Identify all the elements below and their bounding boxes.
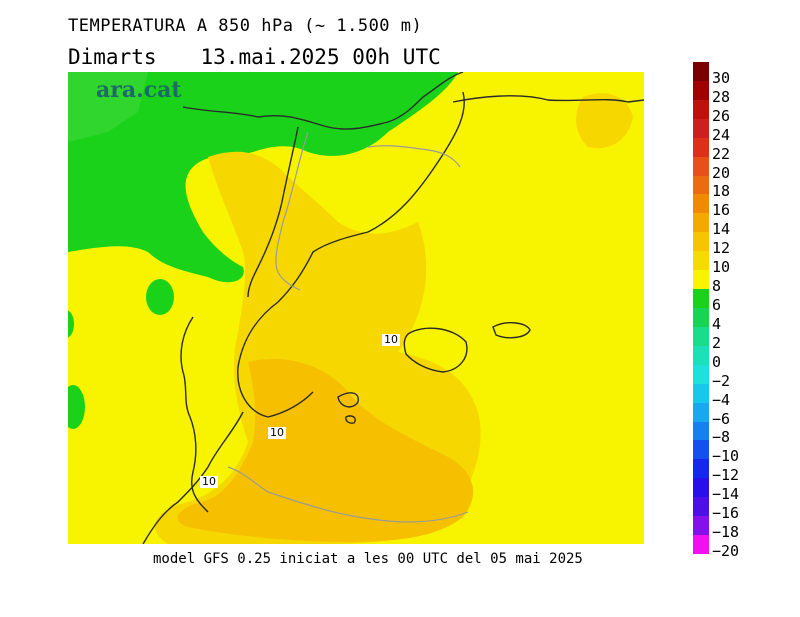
colorbar-segment	[693, 459, 709, 479]
colorbar-segment	[693, 308, 709, 328]
contour-label: 10	[268, 426, 286, 439]
chart-subtitle: Dimarts 13.mai.2025 00h UTC	[68, 45, 441, 69]
colorbar-segment	[693, 251, 709, 271]
cold-patch	[68, 385, 85, 429]
colorbar-segment	[693, 535, 709, 555]
colorbar-segment	[693, 440, 709, 460]
colorbar-label: 8	[712, 277, 722, 296]
colorbar-segment	[693, 80, 709, 101]
coastline	[452, 95, 644, 103]
colorbar-segment	[693, 213, 709, 233]
datetime-label: 13.mai.2025 00h UTC	[200, 45, 441, 69]
colorbar-label: 26	[712, 106, 731, 125]
contour-label: 10	[382, 333, 400, 346]
colorbar-segment	[693, 137, 709, 158]
colorbar-label: −4	[712, 390, 731, 409]
chart-title: TEMPERATURA A 850 hPa (~ 1.500 m)	[68, 16, 423, 36]
colorbar-label: −8	[712, 428, 731, 447]
colorbar-label: 14	[712, 220, 731, 239]
model-caption: model GFS 0.25 iniciat a les 00 UTC del …	[153, 551, 583, 567]
border	[275, 131, 309, 291]
colorbar-label: 6	[712, 296, 722, 314]
coastline	[182, 72, 464, 130]
colorbar-label: 22	[712, 144, 731, 163]
temperature-map	[68, 72, 644, 544]
colorbar-label: 12	[712, 239, 731, 258]
colorbar-segment	[693, 345, 709, 366]
brand-logo: ara.cat	[96, 77, 182, 103]
colorbar-segment	[693, 364, 709, 385]
colorbar-segment	[693, 99, 709, 120]
colorbar-segment	[693, 270, 709, 290]
colorbar-label: 2	[712, 333, 722, 352]
colorbar-label: −6	[712, 409, 731, 428]
colorbar-label: 18	[712, 182, 731, 201]
cold-patch	[68, 310, 74, 338]
day-label: Dimarts	[68, 45, 157, 69]
colorbar-label: 16	[712, 201, 731, 220]
colorbar	[693, 62, 709, 555]
colorbar-segment	[693, 156, 709, 177]
colorbar-label: −2	[712, 371, 731, 390]
cold-region	[68, 72, 458, 283]
colorbar-label: 10	[712, 258, 731, 277]
colorbar-label: 24	[712, 125, 731, 144]
colorbar-segment	[693, 402, 709, 423]
colorbar-segment	[693, 175, 709, 195]
colorbar-label: −18	[712, 523, 740, 542]
coastline	[247, 126, 299, 298]
colorbar-segment	[693, 383, 709, 404]
colorbar-segment	[693, 421, 709, 441]
cold-patch	[146, 279, 174, 315]
colorbar-label: −10	[712, 447, 740, 466]
colorbar-label: −12	[712, 466, 740, 485]
colorbar-segment	[693, 289, 709, 309]
colorbar-label: 20	[712, 163, 731, 182]
colorbar-label: −20	[712, 542, 740, 560]
coastline	[237, 91, 465, 418]
colorbar-label: 0	[712, 352, 722, 371]
colorbar-segment	[693, 118, 709, 139]
colorbar-label: −14	[712, 485, 740, 504]
island-menorca	[492, 322, 531, 339]
colorbar-segment	[693, 478, 709, 498]
colorbar-segment	[693, 516, 709, 536]
colorbar-segment	[693, 194, 709, 214]
warm-core	[318, 405, 378, 429]
coastline	[180, 316, 209, 513]
island-formentera	[345, 415, 356, 424]
colorbar-label: 30	[712, 68, 731, 87]
warm-core	[177, 358, 474, 542]
warm-region	[576, 93, 633, 149]
colorbar-label: 28	[712, 87, 731, 106]
contour-label: 10	[200, 475, 218, 488]
colorbar-segment	[693, 62, 709, 82]
colorbar-segment	[693, 232, 709, 252]
colorbar-label: −16	[712, 504, 740, 523]
colorbar-label: 4	[712, 314, 722, 333]
coastline	[142, 411, 244, 544]
cold-fringe	[68, 72, 148, 142]
island-mallorca	[403, 327, 468, 373]
colorbar-segment	[693, 497, 709, 517]
colorbar-segment	[693, 326, 709, 347]
border	[367, 145, 461, 168]
island-ibiza	[337, 392, 359, 408]
border	[227, 466, 469, 523]
